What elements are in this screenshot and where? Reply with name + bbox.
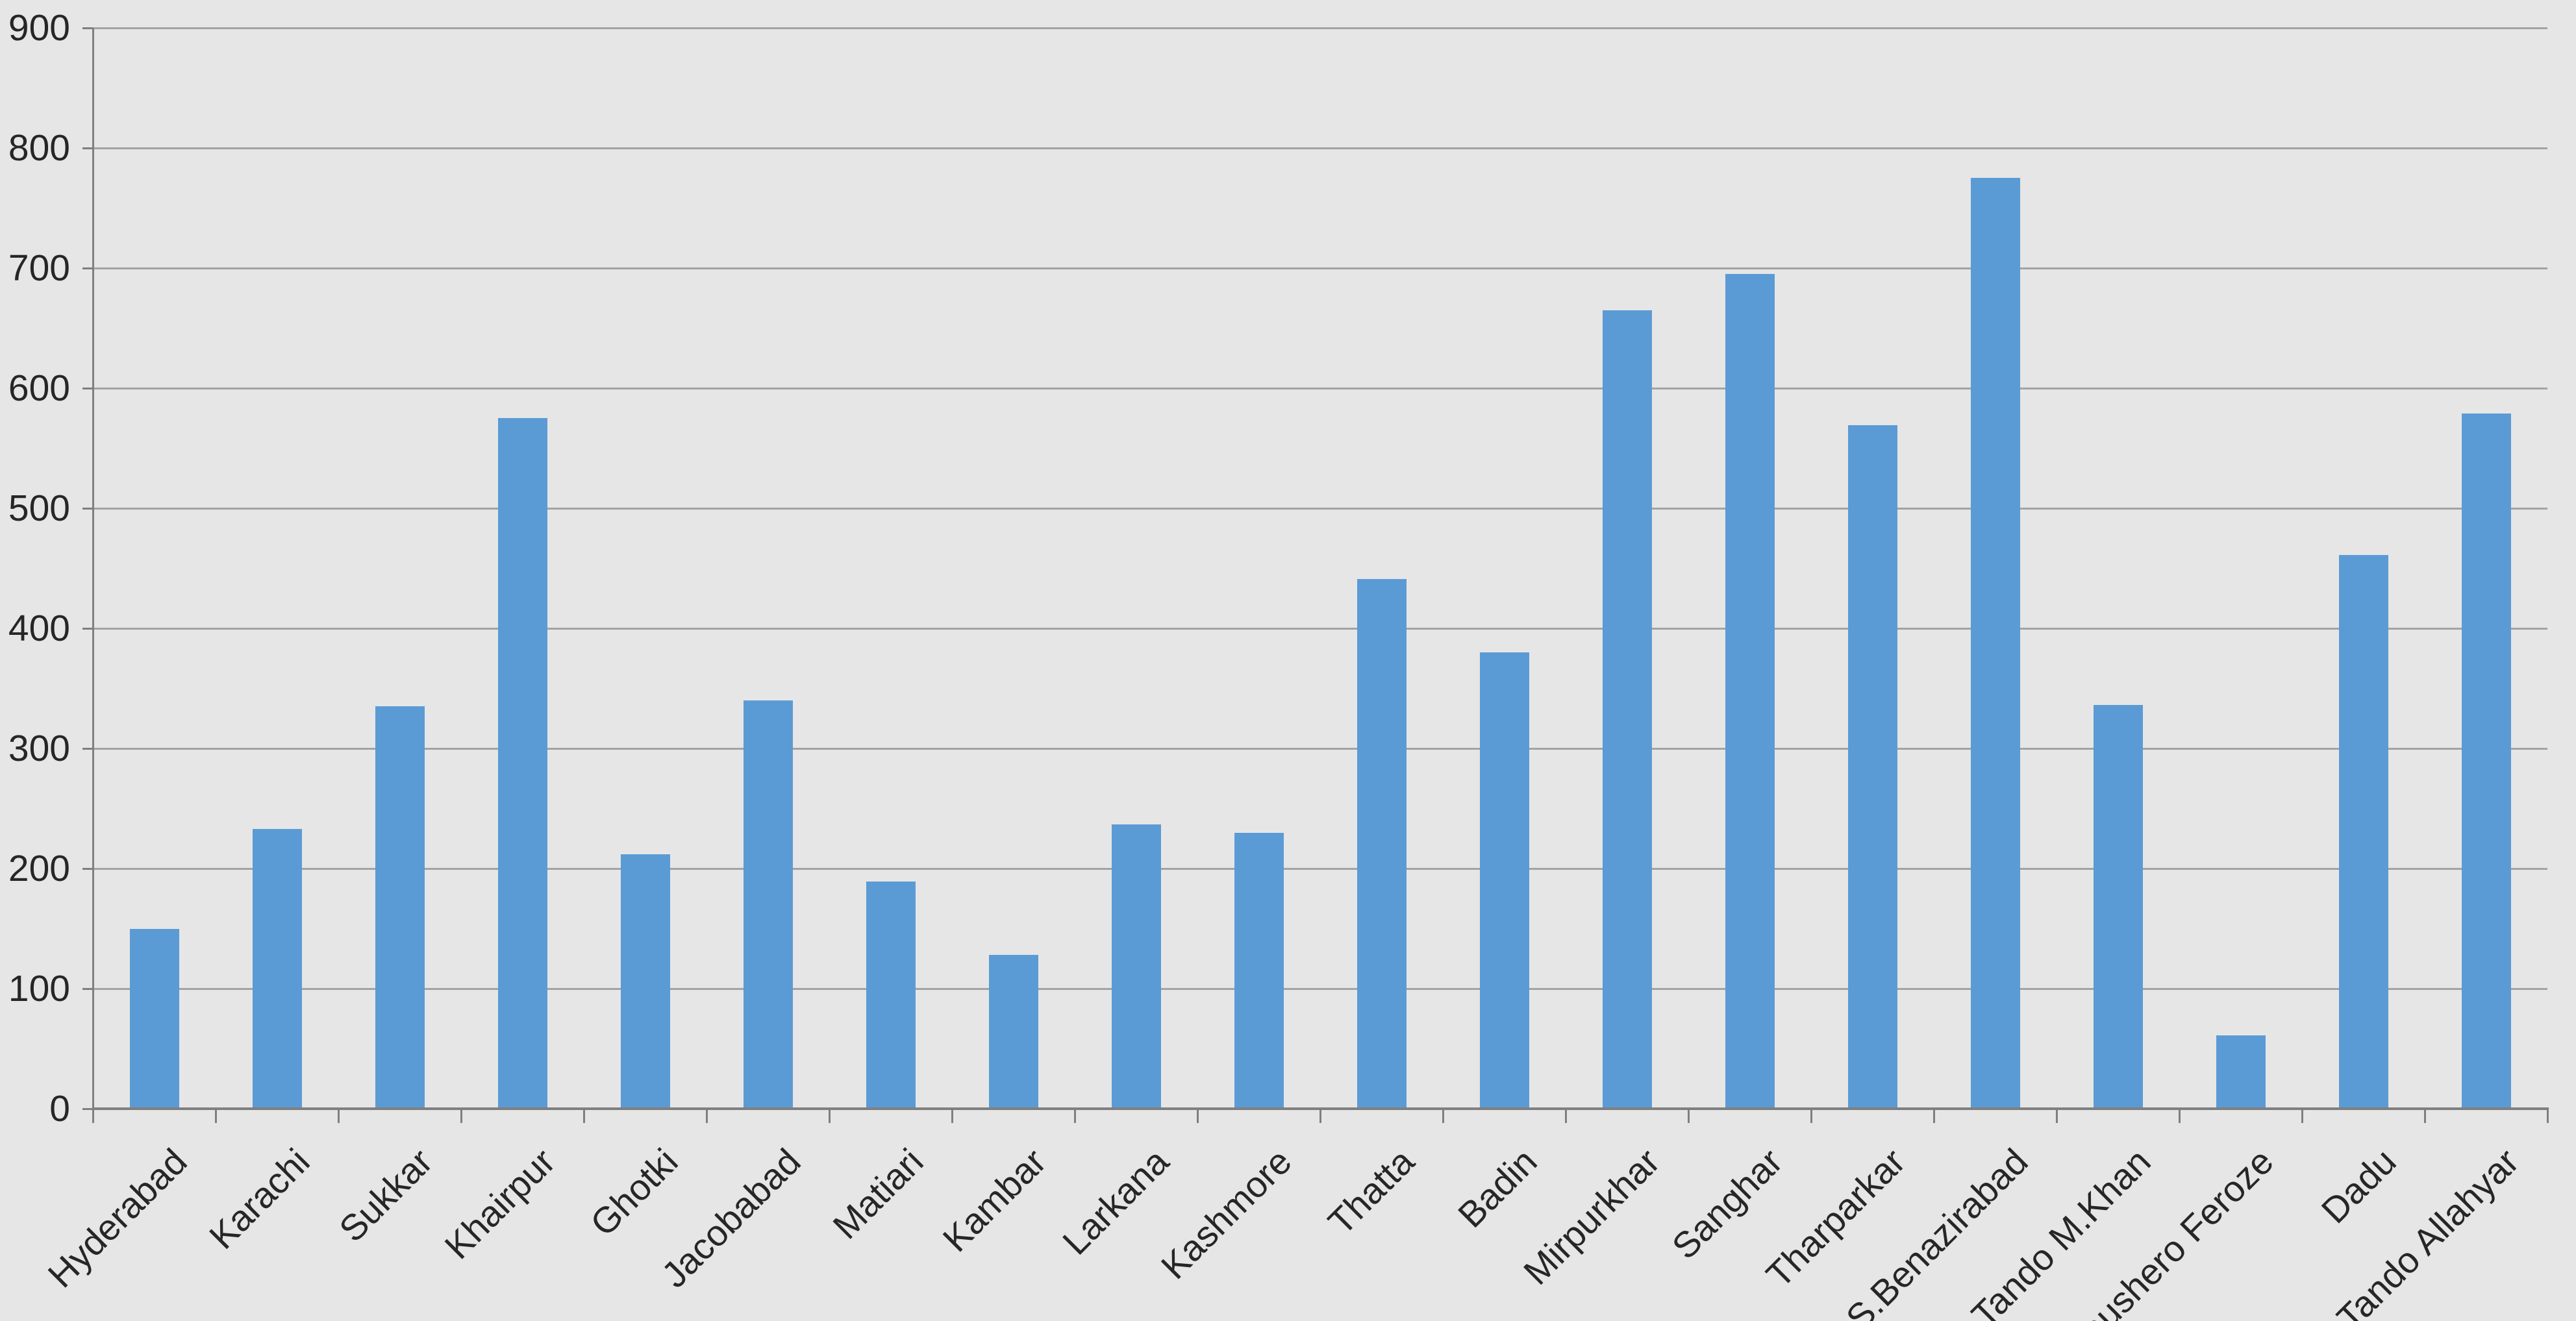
x-axis-tick [2055,1109,2058,1123]
y-axis-tick [82,507,93,510]
y-axis-line [92,28,94,1123]
bar [1357,579,1407,1109]
x-axis-tick [1810,1109,1812,1123]
y-axis-label: 900 [8,7,70,49]
y-axis-tick [82,267,93,269]
x-axis-tick [705,1109,708,1123]
bar [1725,274,1775,1109]
x-axis-tick [214,1109,217,1123]
bar [866,882,916,1109]
x-axis-tick [460,1109,462,1123]
y-axis-label: 400 [8,608,70,649]
bar [1111,824,1161,1109]
bar [620,854,670,1109]
bar [129,928,179,1109]
bar [497,418,547,1109]
y-axis-tick [82,747,93,750]
y-axis-label: 300 [8,728,70,769]
y-axis-tick [82,147,93,149]
y-gridline [93,27,2547,29]
x-axis-tick [951,1109,953,1123]
y-axis-label: 500 [8,488,70,529]
x-axis-tick [828,1109,831,1123]
bar [252,828,302,1109]
y-axis-label: 600 [8,367,70,409]
x-axis-tick [1073,1109,1076,1123]
y-gridline [93,387,2547,389]
y-gridline [93,867,2547,870]
y-gridline [93,267,2547,269]
y-gridline [93,147,2547,149]
x-axis-tick [1196,1109,1199,1123]
bar [1602,310,1652,1109]
y-axis-tick [82,1107,93,1110]
bar [1234,832,1284,1109]
bar [1970,178,2020,1109]
y-gridline [93,747,2547,750]
x-axis-tick [2301,1109,2303,1123]
y-axis-tick [82,627,93,630]
bar [2216,1035,2266,1109]
x-axis-tick [2178,1109,2181,1123]
x-axis-tick [582,1109,585,1123]
y-gridline [93,987,2547,990]
y-axis-tick [82,387,93,389]
x-axis-tick [1932,1109,1935,1123]
x-axis-tick [1319,1109,1321,1123]
bar [2461,413,2511,1109]
x-axis-tick [1442,1109,1444,1123]
y-gridline [93,507,2547,510]
y-axis-tick [82,987,93,990]
x-axis-tick [1687,1109,1690,1123]
bar [375,706,425,1109]
x-axis-line [92,1107,2549,1110]
x-axis-tick [1564,1109,1567,1123]
bar [2338,555,2388,1109]
bar [988,955,1038,1109]
y-axis-label: 700 [8,247,70,289]
bar [2093,705,2143,1109]
bar [1479,652,1529,1109]
y-axis-tick [82,867,93,870]
y-gridline [93,627,2547,630]
bar [1847,425,1897,1109]
x-axis-tick [2546,1109,2549,1123]
y-axis-label: 800 [8,127,70,169]
y-axis-label: 0 [49,1088,70,1130]
y-axis-label: 200 [8,848,70,889]
y-axis-label: 100 [8,968,70,1009]
x-axis-tick [337,1109,340,1123]
y-axis-tick [82,27,93,29]
x-axis-tick [2423,1109,2426,1123]
bar [743,700,793,1109]
